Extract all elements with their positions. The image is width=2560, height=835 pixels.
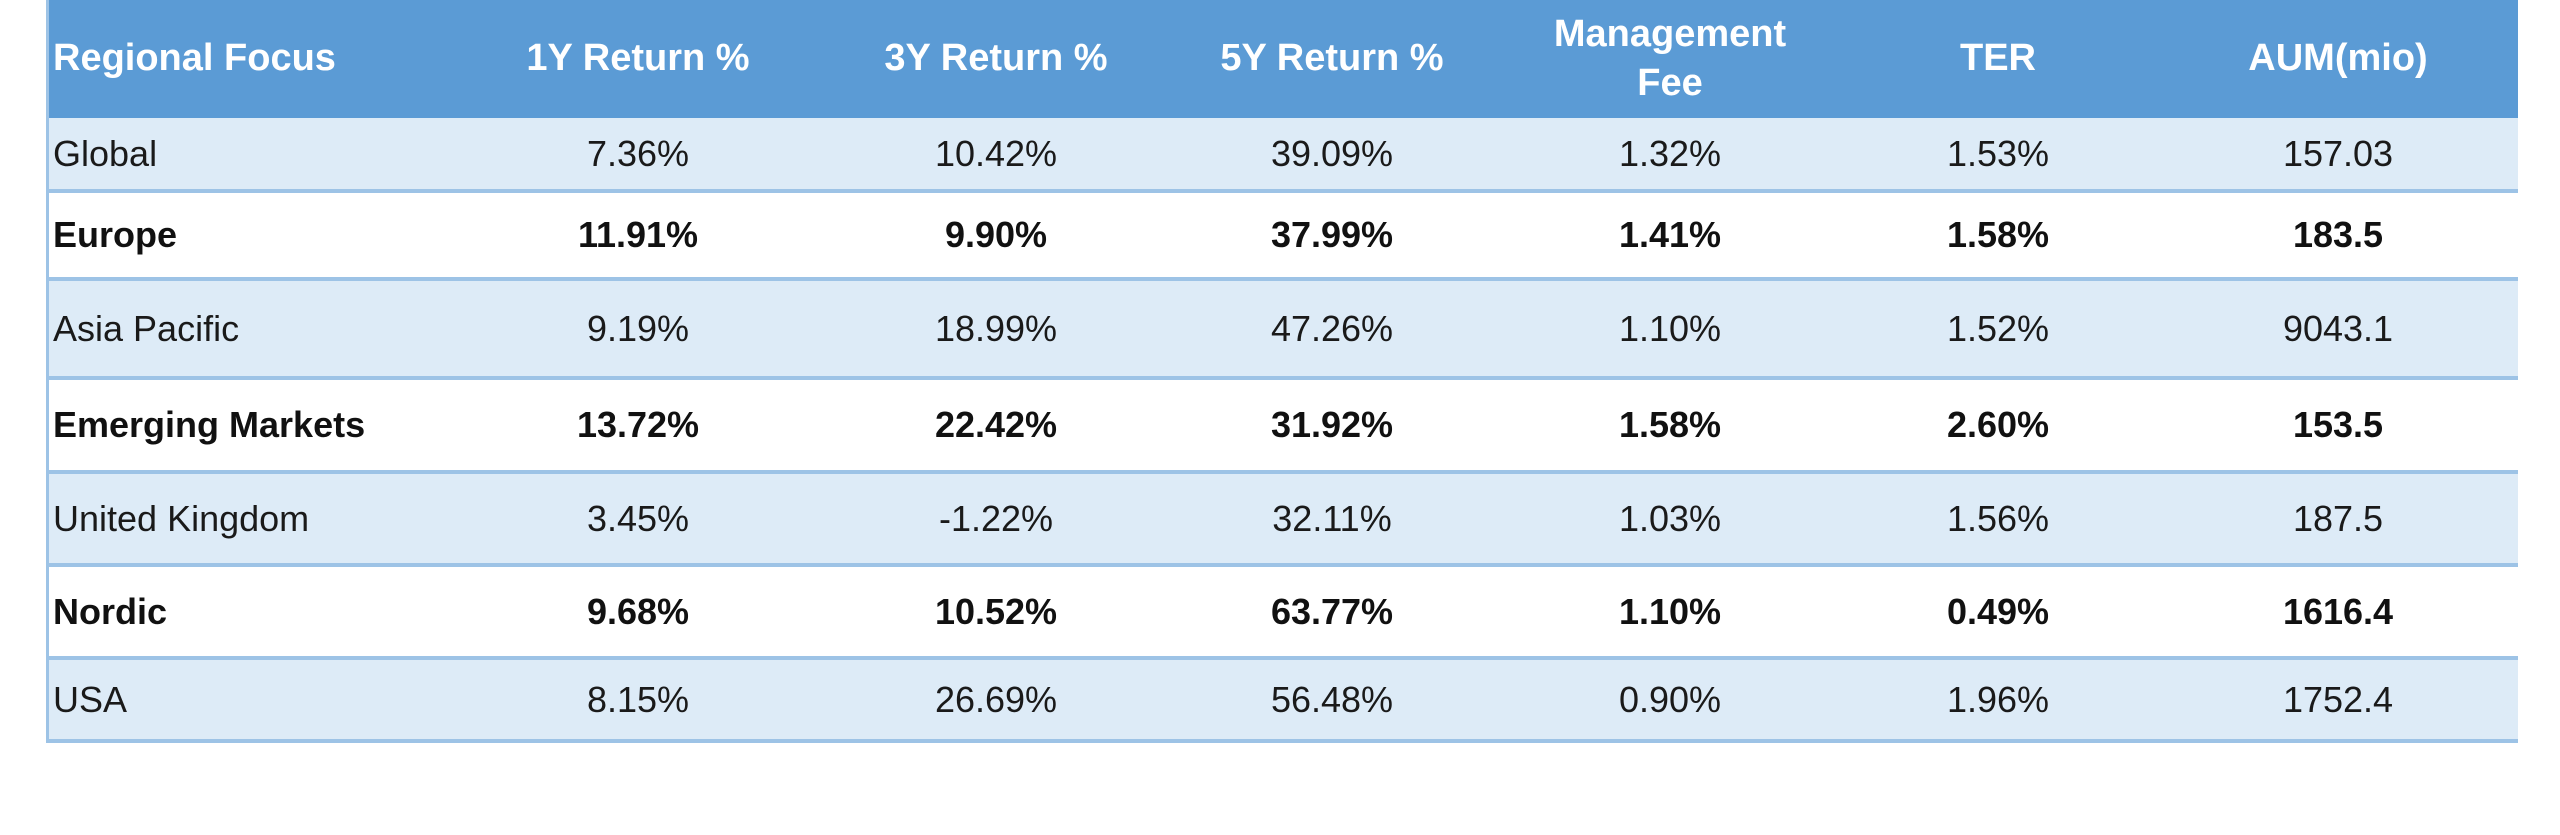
table-row: Emerging Markets 13.72% 22.42% 31.92% 1.58% 2… — [49, 380, 2518, 474]
header-cell: 3Y Return % — [884, 37, 1108, 80]
table-cell: 8.15% — [586, 678, 690, 720]
table-cell: 9.90% — [944, 214, 1048, 255]
table-cell: United Kingdom — [53, 497, 310, 539]
header-row: Regional Focus 1Y Return % 3Y Return % 5Y R… — [49, 0, 2518, 118]
table-cell: 9.19% — [586, 307, 690, 349]
table-cell: 13.72% — [576, 404, 700, 445]
table-cell: 1.58% — [1618, 404, 1722, 445]
table-cell: 2.60% — [1946, 404, 2050, 445]
table-cell: 1.53% — [1946, 132, 2050, 174]
table-row: USA 8.15% 26.69% 56.48% 0.90% 1.96% 1752.4 — [49, 660, 2518, 743]
table-cell: Nordic — [53, 590, 168, 632]
table-cell: 1.56% — [1946, 497, 2050, 539]
table-cell: 157.03 — [2282, 132, 2394, 174]
table-cell: 1.03% — [1618, 497, 1722, 539]
table-cell: 10.42% — [934, 132, 1058, 174]
table-cell: 56.48% — [1270, 678, 1394, 720]
table-cell: 22.42% — [934, 404, 1058, 445]
table-cell: 11.91% — [577, 214, 699, 255]
header-cell: 5Y Return % — [1220, 37, 1444, 80]
table-cell: 183.5 — [2292, 214, 2384, 255]
table-cell: 47.26% — [1270, 307, 1394, 349]
table-cell: 10.52% — [934, 590, 1058, 632]
table-cell: 32.11% — [1272, 497, 1392, 539]
header-cell: 1Y Return % — [526, 37, 750, 80]
table-cell: 1.41% — [1618, 214, 1722, 255]
table-cell: 9043.1 — [2282, 307, 2394, 349]
header-cell: Regional Focus — [53, 37, 336, 80]
table-row: United Kingdom 3.45% -1.22% 32.11% 1.03% 1.56… — [49, 474, 2518, 567]
table-cell: Europe — [53, 214, 178, 255]
table-cell: 153.5 — [2292, 404, 2384, 445]
table-cell: 1752.4 — [2282, 678, 2394, 720]
table-row: Europe 11.91% 9.90% 37.99% 1.41% 1.58% 183.5 — [49, 193, 2518, 281]
table-cell: 1.10% — [1618, 307, 1722, 349]
table-row: Global 7.36% 10.42% 39.09% 1.32% 1.53% 157.03 — [49, 118, 2518, 193]
table-cell: 1.58% — [1946, 214, 2050, 255]
table-cell: 9.68% — [586, 590, 690, 632]
table-cell: 1616.4 — [2282, 590, 2394, 632]
table-cell: 26.69% — [934, 678, 1058, 720]
table-cell: Global — [53, 132, 158, 174]
table-row: Asia Pacific 9.19% 18.99% 47.26% 1.10% 1.52% 9… — [49, 281, 2518, 380]
table-cell: 1.32% — [1618, 132, 1722, 174]
table-cell: 31.92% — [1270, 404, 1394, 445]
table-cell: 7.36% — [586, 132, 690, 174]
table-cell: 1.52% — [1946, 307, 2050, 349]
table-cell: 37.99% — [1270, 214, 1394, 255]
table-cell: 0.49% — [1946, 590, 2050, 632]
table-cell: 39.09% — [1270, 132, 1394, 174]
header-cell: AUM(mio) — [2248, 37, 2428, 80]
table-cell: 1.10% — [1618, 590, 1722, 632]
header-cell: TER — [1960, 37, 2036, 80]
table-cell: USA — [53, 678, 128, 720]
table-cell: 18.99% — [934, 307, 1058, 349]
table-cell: -1.22% — [938, 497, 1054, 539]
table-cell: 63.77% — [1270, 590, 1394, 632]
table-cell: 1.96% — [1946, 678, 2050, 720]
header-cell: Management Fee — [1553, 12, 1787, 104]
table-cell: Asia Pacific — [53, 307, 240, 349]
table-cell: 3.45% — [586, 497, 690, 539]
data-table: Regional Focus 1Y Return % 3Y Return % 5Y R… — [46, 0, 2518, 743]
table-row: Nordic 9.68% 10.52% 63.77% 1.10% 0.49% 1616.4 — [49, 567, 2518, 660]
table-cell: 187.5 — [2292, 497, 2384, 539]
table-cell: 0.90% — [1618, 678, 1722, 720]
table-cell: Emerging Markets — [53, 404, 366, 445]
